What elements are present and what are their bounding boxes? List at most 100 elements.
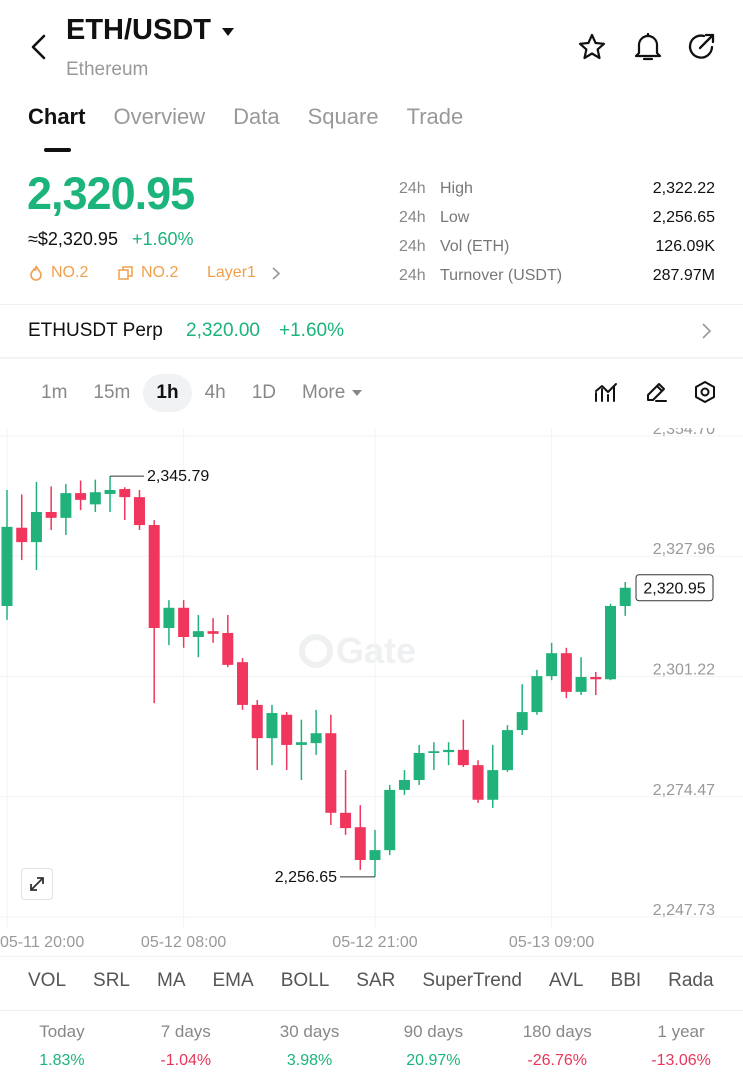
candle-body (398, 779, 410, 790)
candle-body (237, 662, 249, 705)
indicator-option[interactable]: MA (157, 970, 186, 991)
interval-bar: 1m 15m 1h 4h 1D More (28, 374, 376, 412)
candle-body (413, 753, 425, 780)
stat-row: 24h Low 2,256.65 (399, 203, 715, 232)
candle-body (472, 765, 484, 800)
performance-change: -26.76% (527, 1052, 588, 1069)
draw-icon[interactable] (644, 380, 668, 404)
candle-body (266, 712, 278, 739)
low-marker-label: 2,256.65 (275, 869, 337, 886)
candle-body (560, 653, 572, 692)
last-price-label: 2,320.95 (643, 580, 705, 597)
divider (0, 304, 743, 305)
stat-value: 2,256.65 (652, 208, 715, 226)
candle-body (163, 607, 175, 629)
indicator-option[interactable]: AVL (549, 970, 584, 991)
y-tick-label: 2,301.22 (653, 661, 715, 678)
stats-table: 24h High 2,322.22 24h Low 2,256.65 24h Vol (ETH… (399, 174, 715, 290)
interval-option[interactable]: 15m (93, 382, 131, 403)
pair-dropdown[interactable] (221, 27, 235, 37)
candle-body (251, 704, 263, 739)
tab[interactable]: Square (307, 104, 379, 129)
perp-name[interactable]: ETHUSDT Perp (28, 320, 163, 341)
indicator-icon[interactable] (594, 381, 618, 403)
candle-body (575, 677, 587, 692)
performance-change: 1.83% (39, 1052, 85, 1069)
candle-body (516, 712, 528, 731)
indicator-option[interactable]: SuperTrend (422, 970, 522, 991)
candle-body (340, 812, 352, 829)
performance-table: Today 1.83% 7 days -1.04% 30 days 3.98% 90 day… (0, 1022, 743, 1070)
stat-row: 24h High 2,322.22 (399, 174, 715, 203)
stat-value: 2,322.22 (652, 179, 715, 197)
pair-title[interactable]: ETH/USDT (66, 14, 211, 46)
tab[interactable]: Data (233, 104, 280, 129)
indicator-option[interactable]: VOL (28, 970, 67, 991)
interval-option[interactable]: More (289, 374, 376, 412)
divider (0, 956, 743, 957)
candle-body (546, 653, 558, 677)
performance-period: 7 days (160, 1022, 211, 1041)
stat-period: 24h (399, 179, 426, 197)
sector-badge[interactable]: Layer1 (207, 264, 256, 281)
share-icon[interactable] (687, 32, 717, 62)
candle-body (178, 607, 190, 637)
candle-body (222, 632, 234, 665)
sector-icon (118, 266, 133, 280)
y-tick-label: 2,247.73 (653, 902, 715, 919)
interval-option[interactable]: 1h (143, 374, 192, 412)
candle-body (428, 751, 440, 754)
tab[interactable]: Chart (28, 104, 86, 129)
performance-period: 180 days (522, 1022, 592, 1041)
x-tick-label: 05-13 09:00 (509, 934, 595, 951)
watermark: Gate (336, 630, 416, 671)
candle-body (354, 827, 366, 861)
performance-change: -1.04% (160, 1052, 212, 1069)
perp-price: 2,320.00 (186, 320, 260, 341)
stat-label: Turnover (USDT) (440, 266, 563, 284)
tab[interactable]: Trade (406, 104, 464, 129)
tab[interactable]: Overview (113, 104, 206, 129)
candle-body (207, 631, 219, 634)
approx-price: ≈$2,320.95 (28, 229, 118, 249)
indicator-option[interactable]: SAR (356, 970, 396, 991)
alert-icon[interactable] (633, 31, 663, 63)
y-tick-label: 2,274.47 (653, 782, 715, 799)
stat-row: 24h Turnover (USDT) 287.97M (399, 261, 715, 290)
candlestick-chart: Gate 2,354.70 2,327.96 2,301.22 2,274.47 2,24… (0, 428, 743, 951)
indicator-option[interactable]: BBI (610, 970, 642, 991)
performance-period: 1 year (657, 1022, 705, 1041)
indicator-option[interactable]: BOLL (280, 970, 330, 991)
candle-body (487, 770, 499, 800)
rank-badge[interactable]: NO.2 (51, 264, 89, 281)
interval-option[interactable]: 4h (204, 382, 226, 403)
badge-chevron[interactable] (271, 266, 281, 281)
indicator-option[interactable]: Rada (668, 970, 714, 991)
y-tick-label: 2,327.96 (653, 541, 715, 558)
perp-chevron[interactable] (701, 322, 713, 340)
candle-body (1, 526, 13, 606)
divider (0, 1010, 743, 1011)
candle-body (369, 850, 381, 861)
expand-button[interactable] (21, 868, 53, 900)
candle-body (60, 493, 72, 518)
sector-rank-badge[interactable]: NO.2 (141, 264, 179, 281)
interval-option[interactable]: 1m (41, 382, 68, 403)
performance-period: Today (39, 1022, 85, 1041)
settings-icon[interactable] (693, 380, 717, 404)
candle-body (45, 511, 57, 518)
interval-option[interactable]: 1D (251, 382, 276, 403)
stat-value: 126.09K (655, 237, 715, 255)
back-button[interactable] (26, 32, 52, 62)
candle-body (325, 733, 337, 813)
candle-body (281, 714, 293, 745)
stat-period: 24h (399, 237, 426, 255)
indicator-option[interactable]: EMA (212, 970, 254, 991)
candle-body (75, 493, 87, 500)
x-tick-label: 05-12 21:00 (332, 934, 418, 951)
last-price: 2,320.95 (27, 168, 195, 219)
tab-bar: Chart Overview Data Square Trade (28, 104, 463, 130)
indicator-option[interactable]: SRL (93, 970, 130, 991)
favorite-icon[interactable] (577, 32, 607, 62)
